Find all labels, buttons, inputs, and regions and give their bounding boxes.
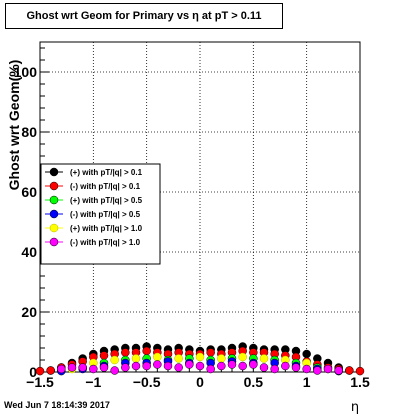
data-point — [110, 366, 119, 375]
data-point — [163, 361, 173, 371]
legend-marker — [49, 167, 59, 177]
data-point — [121, 348, 130, 357]
data-point — [153, 352, 162, 362]
chart-title: Ghost wrt Geom for Primary vs η at pT > … — [26, 10, 262, 22]
legend-marker — [49, 209, 59, 219]
legend-label: (+) with pT/|q| > 0.1 — [70, 168, 143, 177]
data-point — [291, 363, 301, 372]
data-point — [99, 351, 109, 360]
data-point — [195, 361, 205, 371]
legend-marker — [49, 195, 59, 205]
data-point — [355, 366, 365, 376]
x-axis-label: η — [351, 400, 359, 414]
legend-marker — [49, 181, 59, 191]
data-point — [195, 352, 205, 362]
x-tick-label: −0.5 — [133, 374, 161, 390]
x-tick-label: 0 — [196, 374, 204, 390]
y-tick-label: 40 — [21, 244, 37, 260]
data-point — [238, 361, 247, 371]
data-point — [334, 366, 343, 375]
x-tick-label: −1 — [85, 374, 101, 390]
y-tick-label: 80 — [21, 124, 37, 140]
data-point — [89, 364, 98, 374]
legend-label: (-) with pT/|q| > 0.1 — [70, 182, 141, 191]
data-point — [110, 355, 119, 365]
data-point — [35, 366, 45, 376]
legend-marker — [49, 237, 59, 247]
data-point — [345, 366, 354, 375]
chart-title-box: Ghost wrt Geom for Primary vs η at pT > … — [5, 3, 283, 29]
y-tick-label: 0 — [29, 364, 37, 380]
data-point — [185, 360, 194, 369]
x-tick-label: 1 — [303, 374, 311, 390]
data-point — [67, 363, 77, 372]
y-axis-label: Ghost wrt Geom(%) — [6, 60, 22, 191]
data-point — [259, 354, 269, 363]
data-point — [302, 349, 311, 359]
y-tick-label: 100 — [14, 64, 38, 80]
data-point — [259, 363, 269, 372]
data-point — [249, 360, 258, 369]
data-point — [206, 348, 215, 357]
data-point — [174, 363, 183, 372]
x-tick-label: −1.5 — [26, 374, 54, 390]
data-point — [142, 361, 151, 371]
legend-label: (+) with pT/|q| > 1.0 — [70, 224, 143, 233]
data-point — [227, 360, 237, 369]
data-point — [217, 354, 226, 363]
data-point — [270, 364, 279, 374]
data-point — [131, 361, 141, 371]
x-tick-label: 1.5 — [350, 374, 370, 390]
data-point — [281, 361, 290, 371]
data-point — [121, 363, 130, 372]
legend-label: (-) with pT/|q| > 1.0 — [70, 238, 141, 247]
timestamp-footer: Wed Jun 7 18:14:39 2017 — [4, 400, 110, 410]
data-point — [142, 346, 151, 356]
legend-label: (+) with pT/|q| > 0.5 — [70, 196, 143, 205]
data-point — [99, 363, 109, 372]
data-point — [174, 354, 183, 363]
x-tick-label: 0.5 — [244, 374, 264, 390]
data-point — [57, 364, 66, 374]
data-point — [323, 364, 333, 374]
data-point — [153, 360, 162, 369]
data-point — [302, 364, 311, 374]
legend-marker — [49, 223, 59, 233]
data-point — [78, 363, 87, 372]
data-point — [313, 366, 322, 375]
data-point — [217, 361, 226, 371]
legend-label: (-) with pT/|q| > 0.5 — [70, 210, 141, 219]
data-point — [238, 352, 247, 362]
data-point — [46, 366, 55, 375]
data-point — [206, 364, 215, 374]
data-point — [131, 354, 141, 363]
y-tick-label: 60 — [21, 184, 37, 200]
y-tick-label: 20 — [21, 304, 37, 320]
